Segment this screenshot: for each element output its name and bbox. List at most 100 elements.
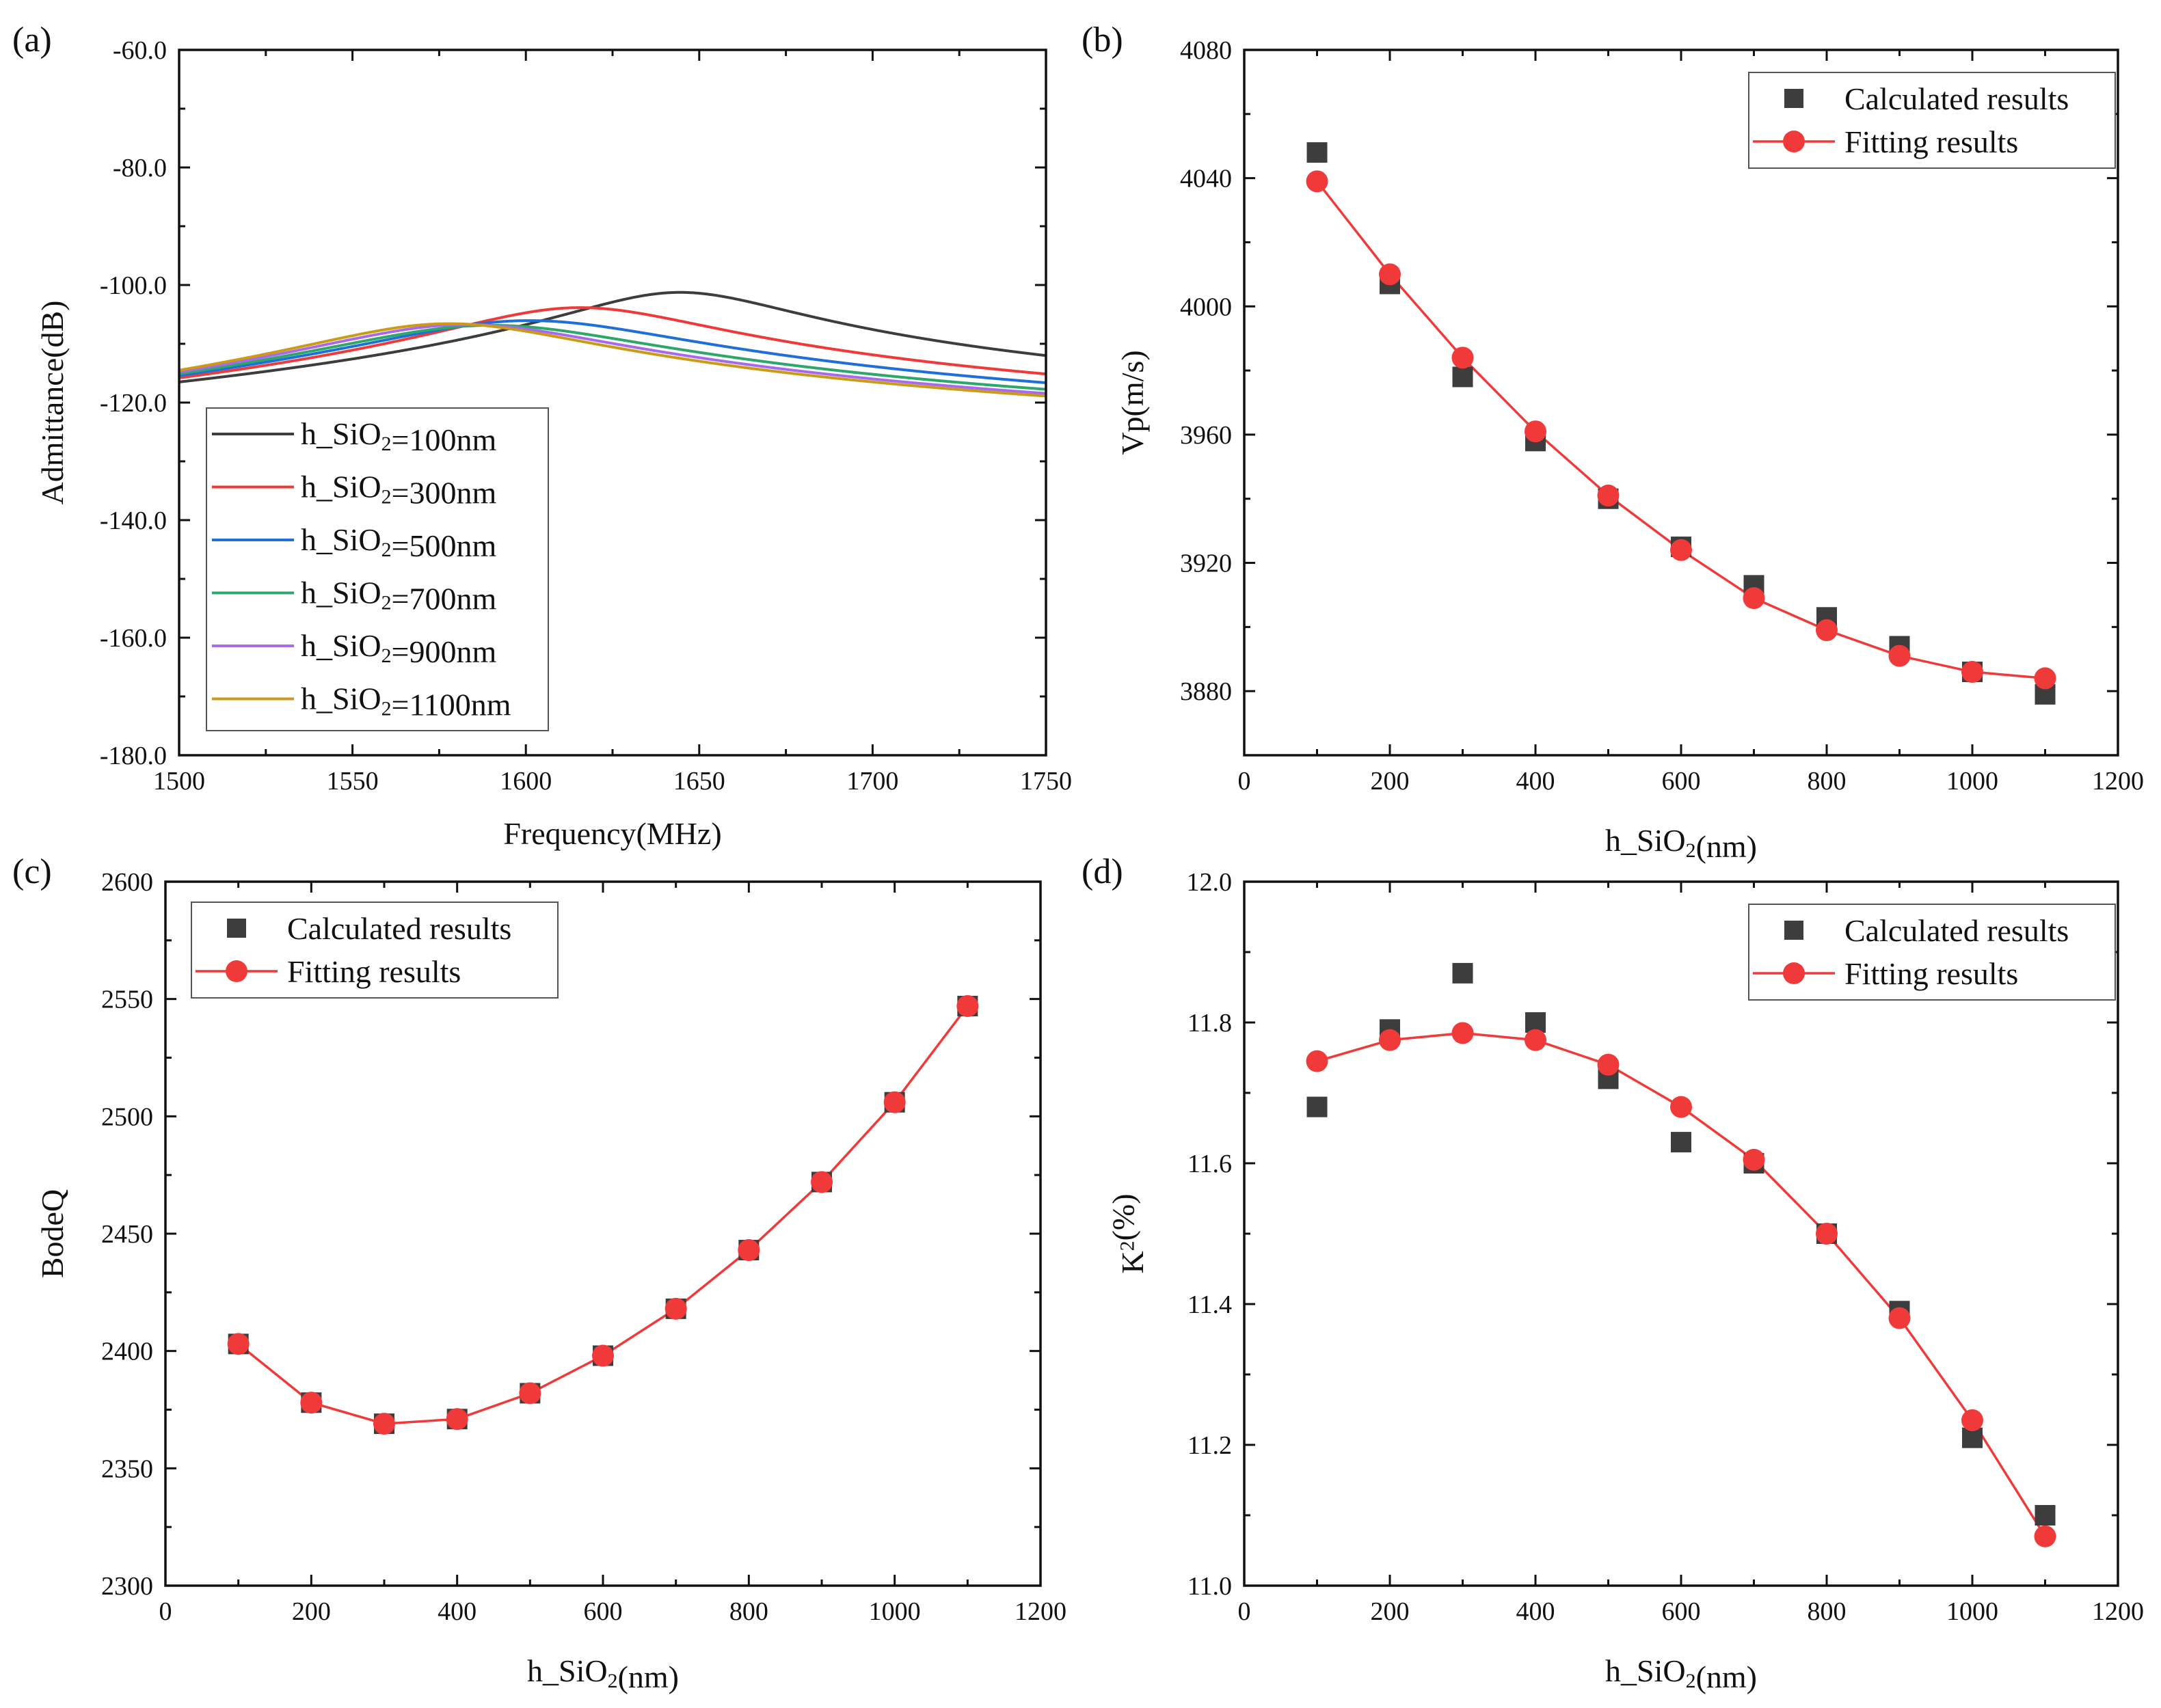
x-tick-label: 1550 — [327, 767, 379, 796]
y-tick-label: 3880 — [1180, 677, 1232, 706]
x-tick-label: 1200 — [2092, 767, 2144, 796]
x-tick-label: 1600 — [500, 767, 552, 796]
panel-b: 0 200 400 600 800 1000 1200 3880 3920 3960 4000 404… — [1082, 21, 2144, 864]
y-tick-label: -100.0 — [100, 271, 167, 300]
legend-label: h_SiO2=300nm — [301, 470, 496, 511]
x-tick-label: 600 — [1662, 1597, 1701, 1626]
fitting-point — [446, 1408, 468, 1431]
fitting-point — [1379, 1029, 1401, 1051]
y-axis-title: K2(%) — [1106, 1193, 1150, 1273]
series-line — [179, 323, 1046, 391]
fitting-point — [738, 1239, 760, 1262]
panel-d: 0 200 400 600 800 1000 1200 11.0 11.2 11.4 11.6 11.… — [1082, 852, 2144, 1694]
x-tick-label: 400 — [438, 1597, 477, 1626]
series-line — [179, 323, 1046, 395]
fitting-point — [1888, 645, 1911, 667]
fitting-point — [2034, 1525, 2056, 1547]
legend-square-marker — [1784, 89, 1803, 108]
plot-area — [227, 994, 979, 1435]
series-line — [179, 306, 1046, 379]
fitting-point — [1597, 485, 1620, 507]
y-tick-label: 12.0 — [1187, 868, 1233, 897]
legend-square-marker — [227, 919, 246, 938]
y-tick-label: 11.4 — [1187, 1290, 1232, 1319]
y-tick-label: 2550 — [101, 986, 153, 1014]
axes-frame — [178, 49, 1047, 757]
fitting-point — [1597, 1053, 1620, 1076]
panel-label: (a) — [12, 21, 52, 59]
y-tick-label: 11.6 — [1187, 1150, 1232, 1178]
y-tick-label: 2500 — [101, 1102, 153, 1131]
legend-label: h_SiO2=500nm — [301, 522, 496, 563]
fitting-point — [1670, 539, 1692, 561]
y-tick-label: 11.0 — [1187, 1572, 1232, 1601]
calculated-point — [1306, 142, 1328, 163]
x-tick-label: 200 — [1371, 1597, 1410, 1626]
fit-line — [1316, 180, 2045, 680]
fitting-point — [1743, 587, 1765, 610]
fitting-point — [1306, 170, 1328, 193]
legend-box — [206, 407, 549, 731]
fitting-point — [1451, 347, 1474, 369]
x-tick-label: 1500 — [153, 767, 205, 796]
calculated-point — [2035, 1505, 2056, 1526]
legend-circle-marker — [1783, 962, 1805, 984]
fitting-point — [1525, 420, 1546, 443]
panel-label: (b) — [1082, 21, 1123, 59]
x-tick-label: 400 — [1516, 767, 1555, 796]
legend-box — [1748, 72, 2116, 169]
y-tick-label: -140.0 — [100, 506, 167, 535]
axes-frame — [1243, 880, 2119, 1587]
x-tick-label: 1650 — [673, 767, 725, 796]
fitting-point — [883, 1091, 906, 1113]
y-axis-title: Admittance(dB) — [35, 301, 70, 505]
series-line — [179, 319, 1046, 384]
x-tick-label: 1200 — [1015, 1597, 1066, 1626]
legend-label: h_SiO2=1100nm — [301, 681, 511, 722]
x-tick-label: 1000 — [869, 1597, 921, 1626]
legend-circle-marker — [226, 960, 247, 982]
fitting-point — [227, 1333, 250, 1355]
fitting-point — [2034, 667, 2056, 690]
fitting-point — [1525, 1029, 1546, 1051]
y-tick-label: 2350 — [101, 1454, 153, 1483]
legend-box — [191, 902, 559, 999]
calculated-point — [1671, 1132, 1691, 1153]
y-tick-label: 4040 — [1180, 165, 1232, 193]
y-tick-label: -120.0 — [100, 389, 167, 418]
y-tick-label: 11.8 — [1187, 1009, 1232, 1038]
fitting-point — [956, 994, 979, 1017]
axes-frame — [1243, 49, 2119, 757]
legend-label: h_SiO2=700nm — [301, 575, 496, 616]
y-tick-label: 3960 — [1180, 421, 1232, 450]
plot-area — [1306, 962, 2056, 1547]
fitting-point — [1306, 1050, 1328, 1072]
x-tick-label: 600 — [584, 1597, 623, 1626]
legend-label: Fitting results — [1844, 956, 2018, 991]
calculated-point — [1306, 1096, 1328, 1117]
panel-label: (d) — [1082, 852, 1123, 891]
fitting-point — [1888, 1307, 1911, 1329]
calculated-point — [1452, 366, 1473, 388]
y-tick-label: 2300 — [101, 1572, 153, 1601]
y-tick-label: -80.0 — [113, 154, 167, 182]
x-tick-label: 1000 — [1946, 767, 1998, 796]
x-axis-title: Frequency(MHz) — [503, 816, 721, 851]
x-tick-label: 0 — [1238, 1597, 1251, 1626]
x-tick-label: 1000 — [1946, 1597, 1998, 1626]
legend-label: h_SiO2=900nm — [301, 628, 496, 669]
x-tick-label: 200 — [292, 1597, 331, 1626]
legend-label: h_SiO2=100nm — [301, 416, 496, 457]
y-tick-label: 11.2 — [1187, 1431, 1232, 1460]
series-line — [179, 322, 1046, 398]
x-tick-label: 1700 — [846, 767, 898, 796]
x-tick-label: 0 — [1238, 767, 1251, 796]
legend-label: Calculated results — [287, 911, 511, 946]
x-tick-label: 800 — [1808, 1597, 1847, 1626]
y-tick-label: 4080 — [1180, 36, 1232, 65]
calculated-point — [1452, 962, 1473, 984]
y-axis-title: BodeQ — [35, 1189, 70, 1278]
fitting-point — [373, 1413, 395, 1435]
y-tick-label: 2600 — [101, 868, 153, 897]
